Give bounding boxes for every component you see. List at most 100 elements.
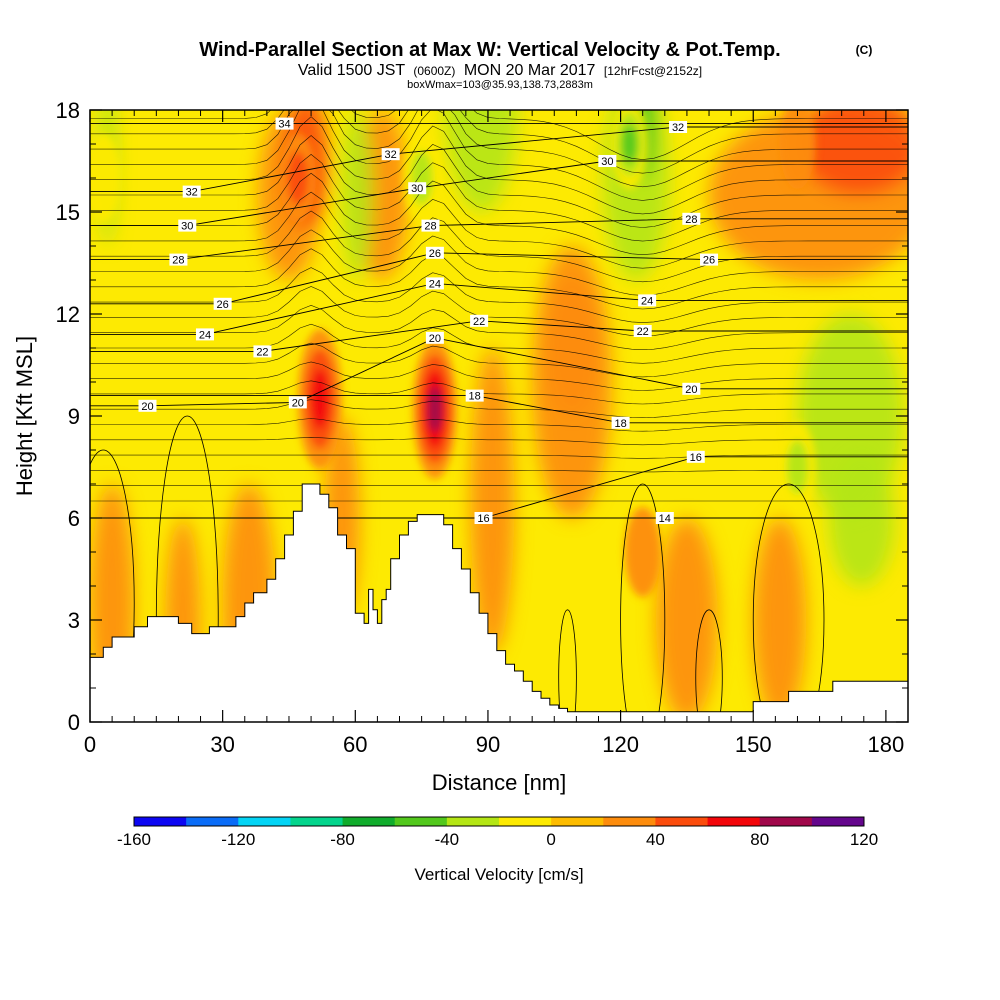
colorbar-swatch: [446, 817, 500, 826]
isentrope-label-text: 26: [429, 248, 441, 260]
isentrope-label-bg: [425, 331, 444, 344]
isentrope-line: [90, 135, 908, 228]
chart-title: Wind-Parallel Section at Max W: Vertical…: [199, 39, 780, 61]
subtitle-box-wmax: boxWmax=103@35.93,138.73,2883m: [407, 79, 593, 91]
isentrope-label: 28: [169, 253, 188, 267]
y-tick-label: 6: [68, 506, 80, 531]
isentrope-loop: [620, 483, 666, 722]
isentrope-label: 18: [611, 416, 630, 430]
isentrope-line: [90, 172, 908, 256]
isentrope-label-bg: [465, 389, 484, 402]
isentrope-label-text: 22: [637, 326, 649, 338]
velocity-field-broad: [90, 110, 908, 722]
isentrope-line: [90, 110, 908, 188]
colorbar-swatch: [342, 817, 396, 826]
isentrope-label-bg: [138, 399, 157, 412]
isentrope-label-bg: [633, 325, 652, 337]
velocity-region: [797, 110, 908, 195]
isentrope-line: [90, 418, 908, 432]
isentrope-line: [90, 361, 908, 391]
colorbar-swatch: [238, 817, 291, 826]
colorbar-swatch: [655, 817, 709, 826]
isentrope-label-text: 28: [424, 221, 436, 233]
isentrope-label-bg: [425, 246, 444, 259]
x-tick-label: 120: [602, 732, 639, 757]
isentrope-label: 32: [669, 121, 688, 134]
isentrope-label: 30: [408, 182, 427, 195]
isentrope-label-bg: [655, 512, 674, 524]
colorbar-swatch: [499, 817, 552, 826]
isentrope-line: [90, 286, 908, 337]
subtitle-utc: (0600Z): [413, 64, 455, 78]
isentrope-label-text: 26: [703, 255, 715, 267]
isentrope-label-text: 32: [186, 187, 198, 199]
title-unit-tag: (C): [856, 43, 873, 57]
isentrope-label: 20: [425, 331, 444, 345]
isentrope-line: [90, 470, 908, 473]
colorbar-title: Vertical Velocity [cm/s]: [414, 865, 583, 884]
x-tick-label: 150: [735, 732, 772, 757]
velocity-cell: [90, 133, 122, 223]
isentrope-label: 24: [425, 277, 444, 290]
isentrope-loop: [695, 609, 723, 722]
isentrope-label: 26: [425, 246, 444, 260]
isentrope-loop: [558, 609, 577, 722]
isentrope-label-text: 18: [469, 391, 481, 403]
isentrope-line: [90, 110, 908, 160]
isentrope-label-text: 28: [685, 214, 697, 226]
isentrope-label-bg: [700, 253, 719, 266]
colorbar-tick-label: -40: [435, 830, 460, 849]
velocity-cell: [624, 507, 661, 597]
isentrope-loop: [90, 449, 135, 722]
isentrope-label-text: 22: [473, 316, 485, 328]
isentrope-label-bg: [182, 185, 201, 198]
x-tick-label: 60: [343, 732, 367, 757]
isentrope-label-text: 34: [278, 119, 290, 131]
isentrope-label: 16: [474, 512, 493, 525]
isentrope-label: 26: [700, 253, 719, 267]
colorbar-tick-label: -160: [117, 830, 151, 849]
colorbar-tick-label: 120: [850, 830, 878, 849]
isentrope-label-bg: [421, 219, 440, 232]
velocity-field-cores: [90, 110, 816, 597]
isentrope-label-text: 22: [256, 346, 268, 358]
isentrope-label: 24: [195, 328, 214, 341]
isentrope-label-text: 18: [614, 418, 626, 430]
isentrope-label-text: 16: [477, 513, 489, 525]
chart-title-block: Wind-Parallel Section at Max W: Vertical…: [199, 39, 872, 91]
y-tick-label: 9: [68, 404, 80, 429]
velocity-cell: [786, 440, 809, 494]
colorbar-swatch: [603, 817, 656, 826]
isentrope-line: [90, 323, 908, 364]
isentrope-line: [90, 456, 908, 519]
isentrope-label-text: 28: [172, 255, 184, 267]
velocity-region: [655, 518, 718, 722]
isentrope-label: 26: [213, 297, 232, 311]
isentrope-line: [90, 342, 908, 378]
subtitle-valid: Valid 1500 JST: [298, 62, 406, 79]
colorbar-tick-label: 40: [646, 830, 665, 849]
velocity-cell: [410, 151, 433, 205]
isentrope-label: 32: [381, 148, 400, 161]
isentrope-label: 16: [686, 450, 705, 464]
colorbar-swatch: [290, 817, 344, 826]
isentrope-label-bg: [470, 314, 489, 327]
colorbar-tick-label: 80: [750, 830, 769, 849]
y-axis: 0 3 6 9 12 15 18: [56, 98, 908, 735]
isentrope-line: [90, 399, 908, 418]
isentrope-line: [90, 116, 908, 215]
isentrope-label-text: 20: [292, 397, 304, 409]
isentrope-label-bg: [178, 219, 197, 232]
isentrope-line: [90, 229, 908, 296]
isentrope-line: [90, 110, 908, 174]
isentrope-label-bg: [408, 182, 427, 195]
y-tick-label: 15: [56, 200, 80, 225]
colorbar-swatch: [811, 817, 865, 826]
isentrope-label: 30: [598, 155, 617, 168]
isentrope-label-text: 32: [385, 149, 397, 161]
velocity-region: [342, 110, 373, 280]
subtitle-forecast: [12hrFcst@2152z]: [604, 64, 702, 78]
isentrope-line: [90, 395, 908, 424]
isentrope-label-text: 30: [601, 156, 613, 168]
isentrope-label-bg: [288, 396, 307, 409]
